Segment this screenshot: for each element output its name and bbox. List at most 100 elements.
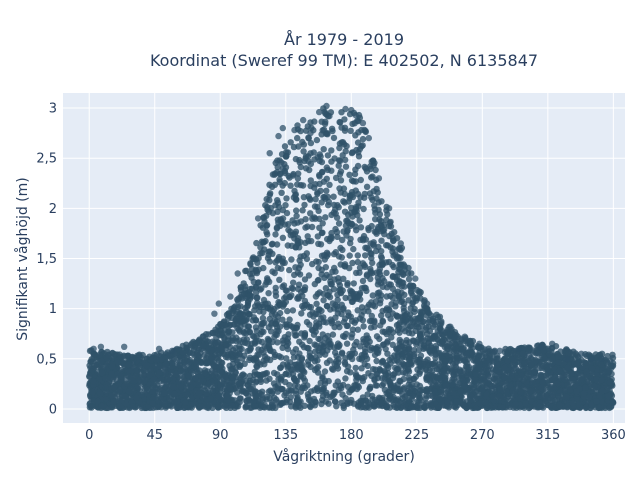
scatter-point [336,185,342,191]
scatter-point [496,369,502,375]
scatter-point [358,365,364,371]
scatter-point [171,391,177,397]
scatter-point [306,338,312,344]
scatter-point [328,230,334,236]
scatter-point [323,398,329,404]
scatter-point [336,163,342,169]
scatter-point [360,378,366,384]
scatter-point [355,191,361,197]
scatter-point [384,403,390,409]
scatter-point [280,207,286,213]
scatter-point [243,268,249,274]
scatter-point [298,164,304,170]
scatter-point [240,371,246,377]
scatter-point [396,279,402,285]
scatter-point [328,147,334,153]
scatter-point [326,378,332,384]
scatter-point [355,402,361,408]
scatter-point [319,375,325,381]
scatter-point [367,347,373,353]
scatter-point [321,252,327,258]
scatter-point [264,231,270,237]
scatter-point [265,290,271,296]
scatter-point [347,400,353,406]
scatter-point [238,284,244,290]
scatter-point [328,281,334,287]
scatter-point [387,293,393,299]
scatter-point [386,395,392,401]
scatter-point [333,403,339,409]
scatter-point [360,323,366,329]
scatter-point [203,390,209,396]
scatter-point [336,220,342,226]
scatter-point [540,363,546,369]
scatter-point [348,334,354,340]
scatter-point [489,383,495,389]
scatter-point [364,184,370,190]
scatter-point [212,340,218,346]
scatter-point [412,306,418,312]
scatter-point [334,229,340,235]
scatter-point [323,264,329,270]
scatter-point [562,377,568,383]
scatter-point [610,399,616,405]
scatter-point [323,188,329,194]
scatter-point [314,357,320,363]
scatter-point [504,358,510,364]
scatter-point [305,358,311,364]
scatter-point [367,385,373,391]
scatter-point [291,272,297,278]
scatter-point [311,118,317,124]
scatter-point [344,323,350,329]
scatter-point [333,175,339,181]
scatter-point [355,163,361,169]
scatter-point [578,377,584,383]
scatter-point [290,307,296,313]
scatter-point [299,367,305,373]
scatter-point [359,352,365,358]
scatter-point [274,328,280,334]
scatter-point [240,339,246,345]
scatter-point [383,270,389,276]
scatter-point [346,172,352,178]
scatter-point [296,265,302,271]
scatter-point [117,373,123,379]
scatter-point [382,371,388,377]
scatter-point [286,294,292,300]
scatter-point [250,384,256,390]
scatter-point [393,312,399,318]
scatter-point [282,379,288,385]
scatter-point [406,375,412,381]
scatter-point [347,240,353,246]
scatter-point [478,373,484,379]
scatter-point [245,393,251,399]
scatter-point [276,353,282,359]
scatter-point [350,326,356,332]
scatter-point [416,371,422,377]
scatter-point [275,376,281,382]
scatter-point [373,186,379,192]
scatter-point [457,368,463,374]
scatter-point [418,352,424,358]
scatter-point [178,383,184,389]
scatter-point [236,381,242,387]
scatter-point [414,339,420,345]
scatter-point [278,218,284,224]
scatter-point [325,292,331,298]
scatter-point [344,341,350,347]
scatter-point [390,273,396,279]
scatter-point [351,280,357,286]
scatter-point [347,252,353,258]
scatter-point [316,345,322,351]
scatter-point [313,301,319,307]
scatter-point [423,393,429,399]
scatter-point [355,252,361,258]
scatter-point [201,370,207,376]
scatter-point [276,277,282,283]
scatter-point [126,388,132,394]
scatter-point [565,365,571,371]
scatter-point [274,225,280,231]
scatter-point [242,318,248,324]
scatter-point [344,368,350,374]
scatter-point [184,345,190,351]
